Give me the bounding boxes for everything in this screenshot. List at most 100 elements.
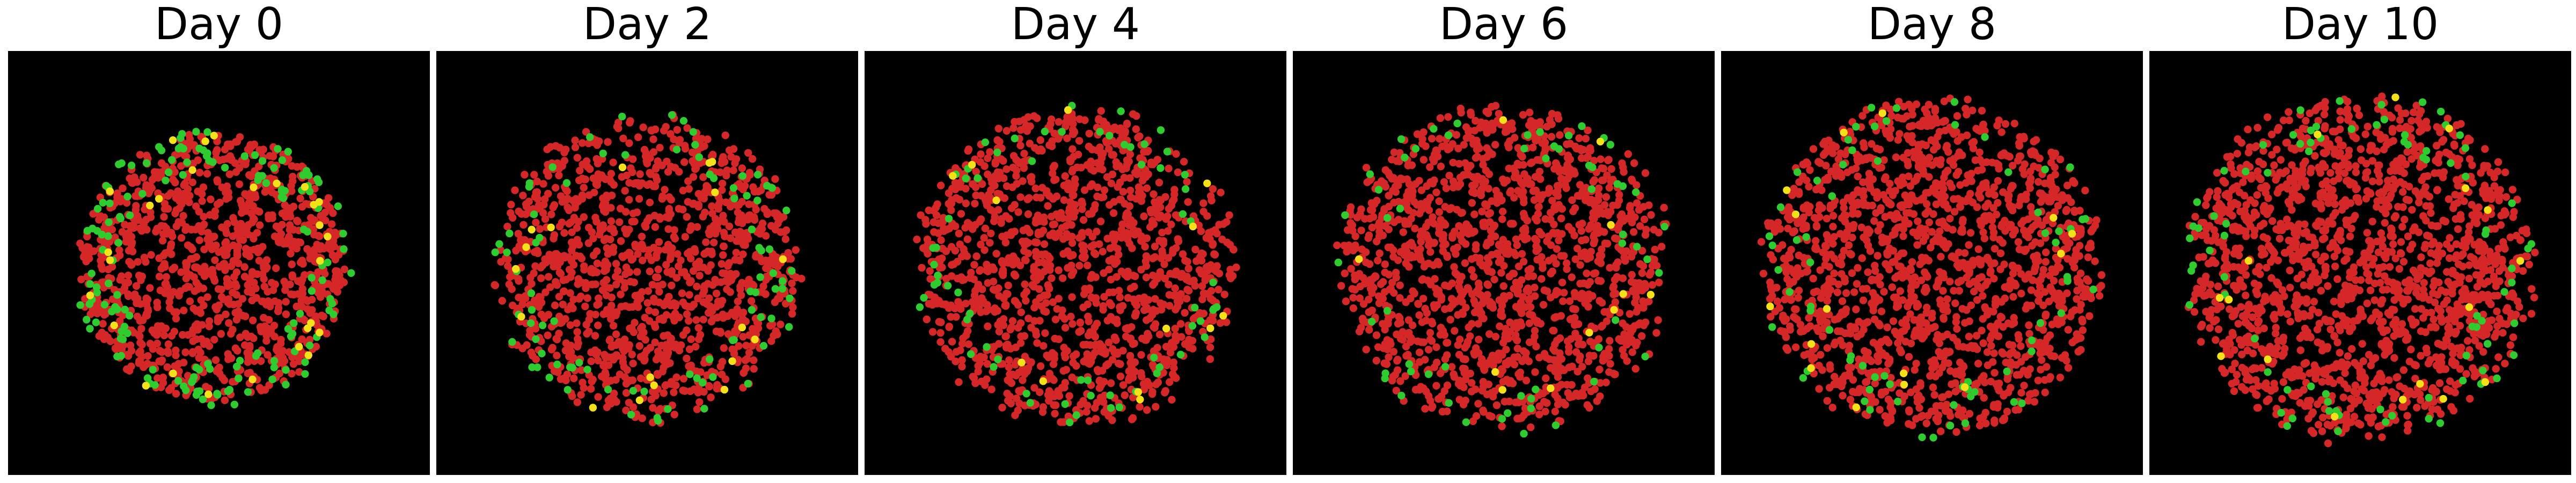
- yellow-cell: [1206, 324, 1214, 332]
- red-cell: [544, 172, 552, 180]
- red-cell: [1019, 158, 1028, 166]
- red-cell: [1166, 302, 1174, 310]
- red-cell: [980, 162, 989, 170]
- red-cell: [1177, 333, 1185, 341]
- red-cell: [1558, 279, 1567, 287]
- red-cell: [265, 381, 273, 389]
- red-cell: [1557, 214, 1565, 223]
- red-cell: [1584, 146, 1592, 155]
- red-cell: [683, 354, 691, 363]
- red-cell: [1449, 184, 1458, 192]
- red-cell: [1084, 331, 1093, 340]
- red-cell: [730, 346, 738, 354]
- green-cell: [1077, 376, 1085, 384]
- red-cell: [679, 331, 687, 339]
- red-cell: [601, 350, 609, 359]
- red-cell: [1624, 150, 1632, 158]
- red-cell: [1576, 280, 1584, 288]
- red-cell: [568, 238, 576, 246]
- red-cell: [618, 252, 626, 260]
- red-cell: [942, 247, 950, 255]
- red-cell: [1103, 235, 1111, 243]
- red-cell: [1033, 275, 1041, 283]
- red-cell: [1505, 291, 1513, 299]
- red-cell: [1403, 192, 1411, 200]
- red-cell: [713, 385, 721, 393]
- red-cell: [638, 232, 646, 240]
- red-cell: [1031, 184, 1040, 193]
- red-cell: [655, 288, 663, 296]
- green-cell: [916, 303, 924, 311]
- yellow-cell: [992, 196, 1000, 204]
- red-cell: [617, 290, 625, 298]
- red-cell: [952, 222, 960, 230]
- red-cell: [1545, 185, 1553, 193]
- red-cell: [1169, 358, 1177, 367]
- red-cell: [643, 299, 652, 307]
- red-cell: [577, 279, 586, 287]
- red-cell: [1108, 345, 1117, 353]
- green-cell: [1188, 322, 1197, 330]
- red-cell: [1584, 126, 1592, 135]
- red-cell: [1578, 219, 1586, 228]
- red-cell: [919, 244, 927, 252]
- red-cell: [531, 262, 539, 270]
- red-cell: [634, 250, 642, 258]
- red-cell: [329, 209, 337, 217]
- red-cell: [1142, 273, 1151, 282]
- red-cell: [995, 327, 1004, 336]
- red-cell: [1054, 387, 1062, 395]
- green-cell: [155, 143, 163, 151]
- red-cell: [1367, 199, 1375, 207]
- red-cell: [294, 277, 302, 285]
- red-cell: [1196, 309, 1204, 317]
- green-cell: [254, 172, 263, 180]
- red-cell: [1088, 210, 1096, 218]
- green-cell: [962, 174, 970, 182]
- red-cell: [1443, 251, 1451, 260]
- green-cell: [621, 151, 630, 159]
- red-cell: [1157, 211, 1165, 219]
- red-cell: [738, 219, 747, 228]
- red-cell: [1184, 265, 1192, 273]
- red-cell: [1554, 394, 1562, 402]
- red-cell: [137, 325, 145, 333]
- red-cell: [530, 171, 538, 179]
- red-cell: [1461, 259, 1469, 267]
- green-cell: [548, 163, 557, 171]
- red-cell: [1004, 397, 1012, 405]
- red-cell: [1046, 254, 1054, 262]
- red-cell: [1084, 312, 1092, 320]
- red-cell: [1501, 398, 1509, 406]
- red-cell: [999, 260, 1007, 268]
- red-cell: [1115, 287, 1123, 295]
- red-cell: [1008, 204, 1016, 213]
- red-cell: [1157, 196, 1165, 204]
- green-cell: [943, 282, 952, 290]
- red-cell: [526, 274, 535, 282]
- red-cell: [709, 151, 717, 159]
- red-cell: [1346, 203, 1355, 211]
- red-cell: [1078, 197, 1086, 206]
- red-cell: [136, 300, 145, 308]
- red-cell: [610, 390, 618, 398]
- red-cell: [1006, 377, 1014, 385]
- red-cell: [1455, 350, 1463, 359]
- red-cell: [558, 197, 566, 206]
- red-cell: [777, 320, 785, 328]
- red-cell: [779, 213, 788, 221]
- red-cell: [118, 228, 127, 236]
- green-cell: [920, 294, 928, 302]
- red-cell: [986, 239, 994, 247]
- red-cell: [1092, 299, 1100, 307]
- red-cell: [677, 257, 685, 265]
- red-cell: [199, 183, 208, 192]
- red-cell: [1418, 140, 1426, 148]
- red-cell: [604, 138, 612, 146]
- red-cell: [588, 280, 596, 289]
- red-cell: [1183, 273, 1191, 281]
- red-cell: [970, 374, 978, 382]
- red-cell: [280, 277, 288, 286]
- red-cell: [1485, 412, 1494, 420]
